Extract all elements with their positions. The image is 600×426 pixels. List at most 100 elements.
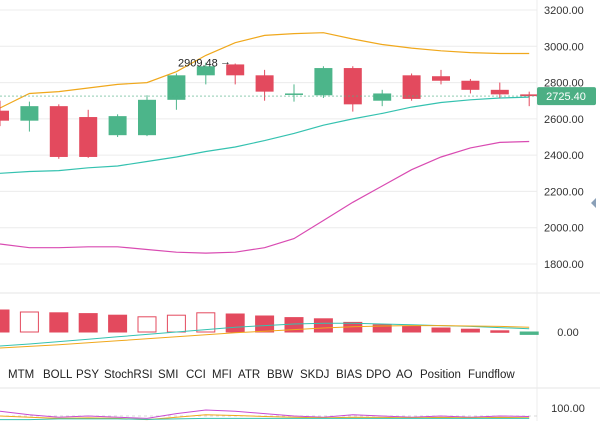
oscillator-axis-label: 100.00 (551, 403, 585, 415)
candle-body (0, 110, 9, 121)
indicator-tab-psy[interactable]: PSY (76, 369, 99, 381)
macd-histogram-bar (460, 328, 480, 333)
price-tick-label: 3200.00 (544, 5, 584, 17)
candle-body (402, 75, 421, 99)
price-axis: 3200.00 3000.00 2800.00 2600.00 2400.00 2200.… (544, 5, 584, 271)
max-price-label: 2909.48 (178, 58, 218, 70)
candle (432, 69, 450, 85)
macd-histogram-bar (225, 313, 245, 333)
price-tick-label: 2400.00 (544, 150, 584, 162)
candlesticks (0, 62, 539, 159)
candle-body (20, 106, 39, 121)
candle-body (226, 64, 245, 76)
indicator-tab-fundflow[interactable]: Fundflow (468, 369, 515, 381)
current-price-tag (537, 87, 596, 106)
candle (20, 101, 39, 132)
macd-histogram-bar (166, 314, 186, 333)
boll-middle-line (0, 96, 530, 174)
candle-body (373, 93, 392, 101)
macd-histogram-bar (19, 311, 39, 333)
candle-body (196, 66, 215, 76)
candle-body (314, 68, 333, 96)
macd-histogram-bar (78, 313, 98, 333)
macd-histogram-bar (490, 330, 510, 333)
oscillator-pane (0, 409, 537, 421)
indicator-tab-cci[interactable]: CCI (186, 369, 206, 381)
macd-histogram-bar (0, 309, 10, 333)
price-tick-label: 2000.00 (544, 223, 584, 235)
oscillator-line-b (0, 414, 530, 421)
indicator-tab-stochrsi[interactable]: StochRSI (104, 369, 153, 381)
candle-body (138, 99, 156, 136)
oscillator-line-a (0, 409, 530, 419)
macd-pane (0, 309, 539, 349)
side-panel-toggle-icon[interactable] (591, 198, 596, 208)
indicator-tab-position[interactable]: Position (420, 369, 461, 381)
candle (373, 89, 392, 107)
indicator-tab-atr[interactable]: ATR (238, 369, 260, 381)
candle-body (432, 76, 450, 81)
candle (461, 78, 480, 94)
candle (138, 95, 156, 137)
candle-body (49, 106, 68, 157)
macd-histogram-bar (519, 331, 539, 335)
indicator-tab-bias[interactable]: BIAS (336, 369, 363, 381)
bollinger-bands (0, 32, 530, 254)
candle (49, 104, 68, 159)
candle (167, 73, 186, 110)
candle (520, 91, 539, 107)
candle (255, 69, 274, 101)
indicator-tab-mtm[interactable]: MTM (8, 369, 34, 381)
boll-upper-line (0, 32, 530, 109)
candle (402, 73, 421, 101)
candle-body (461, 80, 480, 90)
price-tick-label: 2600.00 (544, 114, 584, 126)
indicator-tab-dpo[interactable]: DPO (366, 369, 391, 381)
candle-body (79, 117, 98, 157)
indicator-tab-bbw[interactable]: BBW (267, 369, 293, 381)
indicator-tab-skdj[interactable]: SKDJ (300, 369, 329, 381)
candle (490, 82, 509, 98)
candle (79, 109, 98, 158)
candle (196, 62, 215, 85)
indicator-tab-boll[interactable]: BOLL (43, 369, 73, 381)
candle-body (167, 75, 186, 100)
oscillator-line-c (0, 417, 530, 421)
macd-axis-label: 0.00 (557, 327, 578, 339)
macd-histogram-bar (108, 314, 128, 333)
candle-body (285, 93, 303, 95)
price-tick-label: 3000.00 (544, 41, 584, 53)
current-price-label: 2725.40 (546, 91, 586, 103)
macd-dea-line (0, 325, 530, 349)
candle (314, 66, 333, 98)
macd-histogram-bar (431, 327, 451, 333)
candle (0, 100, 9, 127)
current-price-marker: 2725.40 (0, 87, 596, 106)
indicator-tab-smi[interactable]: SMI (158, 369, 178, 381)
candle (285, 84, 303, 102)
max-price-arrow-icon: → (220, 56, 231, 68)
price-tick-label: 2800.00 (544, 78, 584, 90)
macd-histogram-bar (255, 315, 275, 333)
candle (343, 66, 362, 112)
indicator-tabs: MTM BOLL PSY StochRSI SMI CCI MFI ATR BBW SKDJ BIA… (8, 369, 515, 381)
candle-body (255, 75, 274, 92)
candle (108, 114, 127, 137)
macd-histogram-bar (402, 325, 422, 333)
macd-histogram-bar (196, 312, 216, 333)
indicator-tab-mfi[interactable]: MFI (212, 369, 232, 381)
indicator-tab-ao[interactable]: AO (396, 369, 413, 381)
max-price-annotation: 2909.48 → (178, 56, 231, 70)
price-tick-label: 1800.00 (544, 259, 584, 271)
candle (226, 63, 245, 85)
macd-histogram-bar (372, 324, 392, 333)
macd-histogram-bar (49, 312, 69, 333)
candle-body (520, 94, 539, 97)
candle-body (108, 116, 127, 136)
candle-body (343, 68, 362, 105)
price-tick-label: 2200.00 (544, 186, 584, 198)
candle-body (490, 89, 509, 95)
macd-histogram-bar (313, 318, 333, 333)
